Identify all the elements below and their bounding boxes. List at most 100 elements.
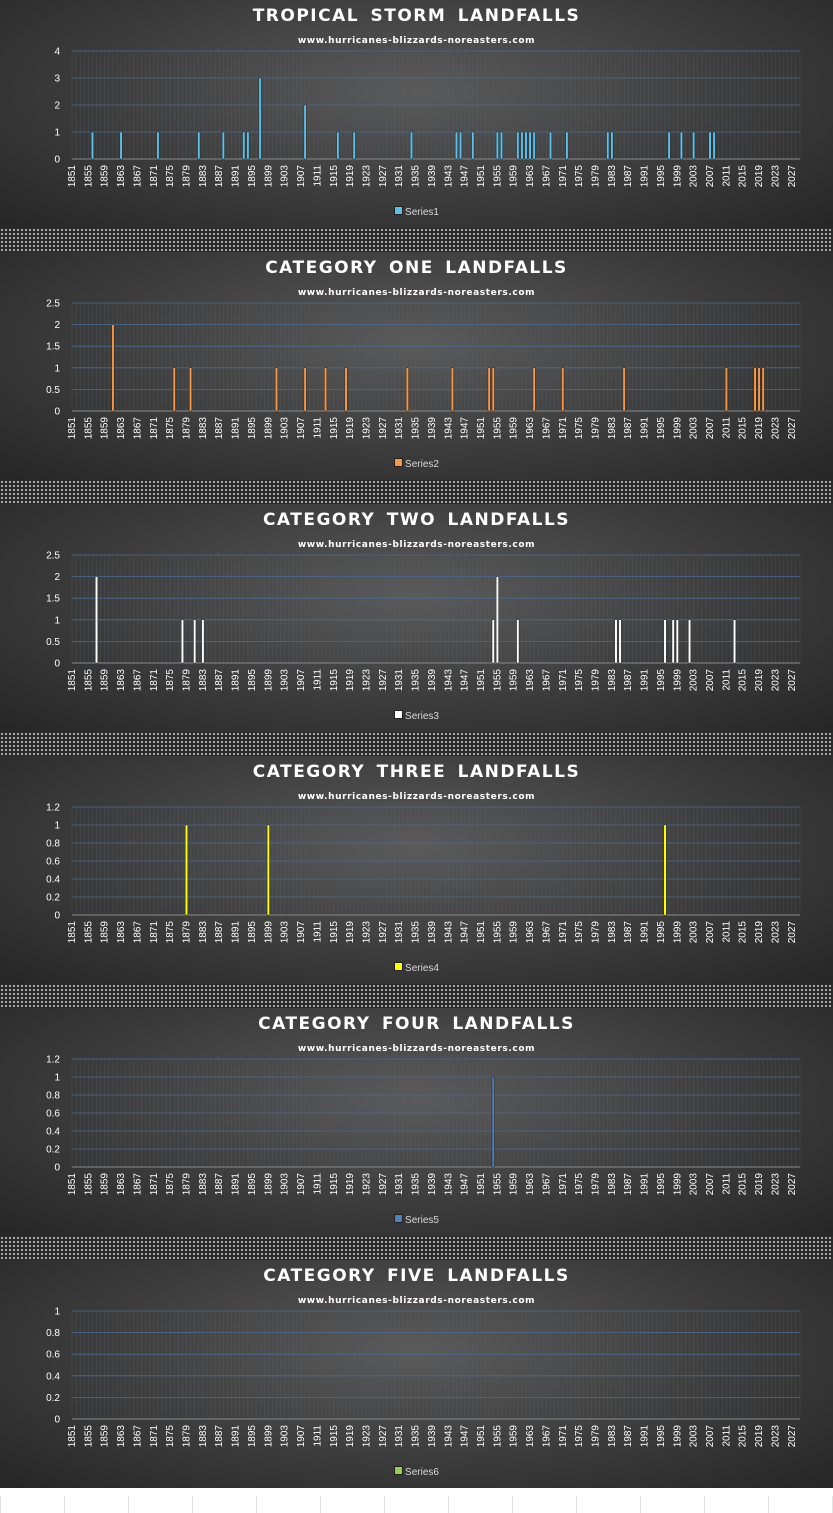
bar (532, 367, 536, 412)
x-tick-label: 1875 (165, 669, 176, 692)
x-tick-label: 1895 (247, 669, 258, 692)
x-tick-label: 1935 (411, 921, 422, 944)
legend-label: Series5 (405, 1215, 439, 1226)
x-tick-label: 1907 (296, 417, 307, 440)
x-tick-label: 2003 (689, 165, 700, 188)
bar (520, 131, 524, 160)
x-tick-label: 2019 (754, 921, 765, 944)
x-tick-label: 1863 (116, 921, 127, 944)
x-tick-label: 2015 (738, 417, 749, 440)
x-tick-label: 1879 (182, 1173, 193, 1196)
x-tick-label: 1947 (460, 1425, 471, 1448)
y-tick-label: 1.2 (46, 1055, 60, 1066)
bar (410, 131, 413, 160)
x-tick-label: 2019 (754, 1173, 765, 1196)
legend-swatch (394, 962, 404, 971)
y-tick-label: 2 (54, 572, 60, 583)
x-tick-label: 1971 (558, 921, 569, 944)
y-tick-label: 2 (54, 320, 60, 331)
x-tick-label: 2007 (705, 417, 716, 440)
x-tick-label: 2015 (738, 1425, 749, 1448)
x-tick-label: 2023 (770, 1173, 781, 1196)
x-tick-label: 2003 (689, 417, 700, 440)
y-tick-label: 1.5 (46, 342, 60, 353)
x-tick-label: 1983 (607, 921, 618, 944)
x-tick-label: 1859 (100, 669, 111, 692)
x-tick-label: 2015 (738, 165, 749, 188)
bar (185, 824, 188, 916)
chart-title: CATEGORY FOUR LANDFALLS (258, 1014, 575, 1034)
x-tick-label: 1971 (558, 417, 569, 440)
chart-panel: CATEGORY ONE LANDFALLS www.hurricanes-bli… (0, 252, 833, 480)
x-tick-label: 1867 (132, 1173, 143, 1196)
x-tick-label: 1851 (67, 1425, 78, 1448)
bar (724, 367, 728, 412)
y-tick-label: 0.8 (46, 839, 60, 850)
x-tick-label: 2027 (787, 1173, 798, 1196)
x-tick-label: 1903 (280, 417, 291, 440)
x-tick-label: 1935 (411, 669, 422, 692)
chart-subtitle: www.hurricanes-blizzards-noreasters.com (297, 1296, 536, 1306)
x-tick-label: 2027 (787, 921, 798, 944)
bar (266, 824, 270, 916)
x-tick-label: 1927 (378, 1425, 389, 1448)
bar (487, 367, 491, 412)
x-tick-label: 2027 (787, 1425, 798, 1448)
bar (344, 367, 348, 412)
x-tick-label: 1919 (345, 417, 356, 440)
x-tick-label: 1855 (83, 417, 94, 440)
bar (692, 131, 696, 160)
legend-label: Series2 (405, 459, 439, 470)
bar (336, 131, 340, 160)
x-tick-label: 1899 (263, 921, 274, 944)
x-tick-label: 1903 (280, 921, 291, 944)
y-tick-label: 1 (54, 1307, 60, 1318)
y-tick-label: 0.4 (46, 875, 60, 886)
x-tick-label: 1999 (672, 921, 683, 944)
bar (495, 576, 499, 664)
x-tick-label: 1911 (312, 921, 323, 943)
x-tick-label: 1879 (182, 417, 193, 440)
bar (761, 367, 765, 412)
x-tick-label: 1867 (132, 417, 143, 440)
x-tick-label: 1955 (492, 1425, 503, 1448)
x-tick-label: 1959 (509, 417, 520, 440)
x-tick-label: 1931 (394, 417, 405, 440)
x-tick-label: 2019 (754, 669, 765, 692)
x-tick-label: 1959 (509, 1425, 520, 1448)
x-tick-label: 1987 (623, 921, 634, 944)
chart-subtitle: www.hurricanes-blizzards-noreasters.com (297, 288, 536, 298)
y-tick-label: 1 (54, 821, 60, 832)
chart-plot: 0 0.2 0.4 0.6 0.8 1 1.2 1851 1855 1859 1863 1867 187… (46, 1055, 801, 1196)
bar (193, 619, 197, 664)
x-tick-label: 1975 (574, 417, 585, 440)
x-tick-label: 1991 (640, 921, 651, 944)
x-tick-label: 1883 (198, 921, 209, 944)
bar (471, 131, 475, 160)
x-tick-label: 1911 (312, 1425, 323, 1447)
x-tick-label: 1955 (492, 165, 503, 188)
x-tick-label: 1867 (132, 921, 143, 944)
x-tick-label: 1923 (361, 417, 372, 440)
bar (675, 619, 679, 664)
x-tick-label: 1875 (165, 165, 176, 188)
x-tick-label: 2023 (770, 417, 781, 440)
x-tick-label: 1915 (329, 921, 340, 944)
y-tick-label: 0.8 (46, 1328, 60, 1339)
x-tick-label: 1895 (247, 921, 258, 944)
chart-subtitle: www.hurricanes-blizzards-noreasters.com (297, 540, 536, 550)
x-tick-label: 1883 (198, 1173, 209, 1196)
x-tick-label: 2023 (770, 921, 781, 944)
x-tick-label: 2007 (705, 1425, 716, 1448)
bar (491, 367, 495, 412)
x-tick-label: 1851 (67, 921, 78, 944)
x-tick-label: 1927 (378, 1173, 389, 1196)
bar (549, 131, 552, 160)
bar (667, 131, 671, 160)
y-tick-label: 3 (54, 74, 60, 85)
x-tick-label: 1967 (541, 921, 552, 944)
x-tick-label: 1887 (214, 669, 225, 692)
chart-title: TROPICAL STORM LANDFALLS (252, 6, 581, 26)
x-tick-label: 2019 (754, 417, 765, 440)
x-tick-label: 1943 (443, 1425, 454, 1448)
